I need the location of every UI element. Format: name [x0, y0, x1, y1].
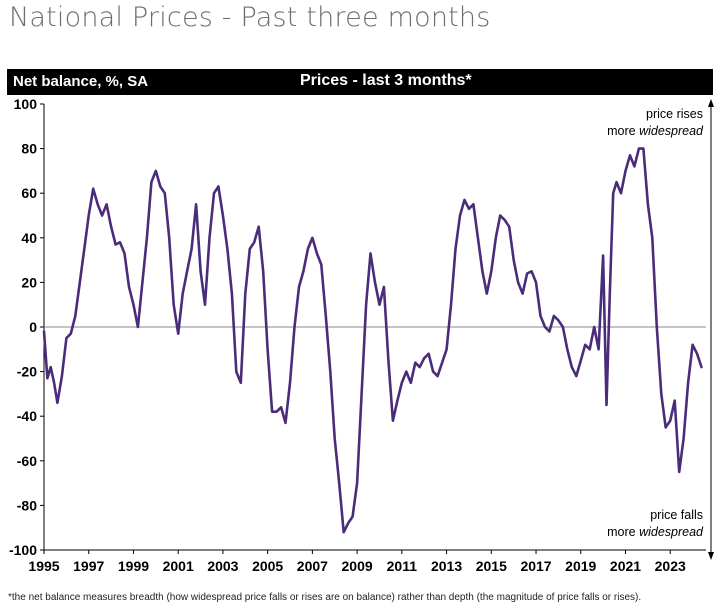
- x-tick-label: 2023: [655, 558, 686, 574]
- x-tick-label: 2003: [207, 558, 238, 574]
- annotation-falls-emph: widespread: [639, 525, 704, 539]
- y-tick-label: -40: [17, 408, 37, 424]
- y-tick-label: 80: [21, 141, 37, 157]
- x-tick-label: 1997: [73, 558, 104, 574]
- x-tick-label: 2021: [610, 558, 641, 574]
- x-tick-label: 2015: [476, 558, 507, 574]
- y-tick-label: -60: [17, 453, 37, 469]
- annotation-rises-line1: price rises: [646, 107, 703, 121]
- arrow-down-icon: [708, 552, 714, 560]
- y-tick-label: -20: [17, 364, 37, 380]
- x-tick-label: 2011: [387, 558, 418, 574]
- annotation-falls-line2: more widespread: [607, 525, 704, 539]
- annotation-falls-line1: price falls: [650, 508, 703, 522]
- annotation-falls-prefix: more: [607, 525, 639, 539]
- x-tick-label: 2017: [520, 558, 551, 574]
- x-tick-label: 2007: [297, 558, 328, 574]
- y-tick-label: 100: [14, 96, 38, 112]
- y-tick-label: 40: [21, 230, 37, 246]
- chart-title: Prices - last 3 months*: [300, 72, 472, 89]
- arrow-up-icon: [708, 99, 714, 107]
- series-line-prices: [42, 147, 703, 534]
- y-unit-label: Net balance, %, SA: [13, 73, 149, 90]
- y-tick-label: -80: [17, 497, 37, 513]
- x-tick-label: 1999: [118, 558, 149, 574]
- y-ticks-group: 100 80 60 40 20 0 -20 -40 -60 -80 -100: [9, 96, 44, 558]
- footnote: *the net balance measures breadth (how w…: [8, 592, 642, 603]
- y-tick-label: 60: [21, 185, 37, 201]
- annotation-rises-emph: widespread: [639, 124, 704, 138]
- chart-header-bar: Net balance, %, SA Prices - last 3 month…: [7, 69, 713, 95]
- annotation-rises-line2: more widespread: [607, 124, 704, 138]
- x-tick-label: 2005: [252, 558, 283, 574]
- x-tick-label: 2019: [565, 558, 596, 574]
- x-tick-label: 2013: [431, 558, 462, 574]
- page-title: National Prices - Past three months: [9, 2, 491, 33]
- x-tick-label: 2001: [163, 558, 194, 574]
- x-tick-label: 1995: [28, 558, 59, 574]
- y-tick-label: -100: [9, 542, 37, 558]
- annotation-rises-prefix: more: [607, 124, 639, 138]
- y-tick-label: 20: [21, 274, 37, 290]
- y-tick-label: 0: [29, 319, 37, 335]
- x-tick-label: 2009: [342, 558, 373, 574]
- x-ticks-group: 1995 1997 1999 2001 2003 2005 2007 2009 2011 2013…: [28, 550, 686, 574]
